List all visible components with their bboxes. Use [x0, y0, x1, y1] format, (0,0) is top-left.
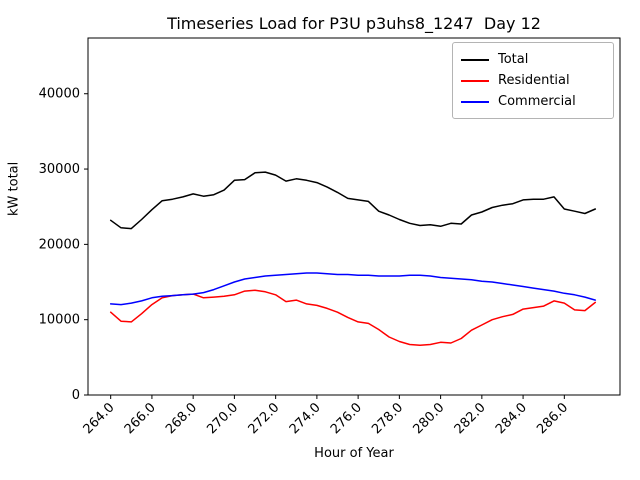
axes-box — [87, 37, 621, 396]
series-line-residential — [109, 289, 597, 347]
legend-entry-residential: Residential — [461, 70, 605, 91]
y-tick-label: 10000 — [39, 313, 80, 328]
y-tick-label: 40000 — [39, 87, 80, 102]
legend-line-commercial — [461, 100, 489, 103]
legend: Total Residential Commercial — [452, 42, 614, 119]
x-tick-label: 264.0 — [81, 400, 118, 437]
x-tick-label: 276.0 — [328, 400, 365, 437]
x-axis-label: Hour of Year — [314, 446, 394, 461]
chart-title: Timeseries Load for P3U p3uhs8_1247 Day … — [167, 14, 541, 33]
x-tick-label: 284.0 — [493, 400, 530, 437]
x-tick-label: 270.0 — [204, 400, 241, 437]
legend-line-residential — [461, 79, 489, 82]
y-tick-label: 0 — [72, 388, 80, 403]
x-tick-label: 274.0 — [287, 400, 324, 437]
legend-line-total — [461, 58, 489, 61]
series-line-commercial — [109, 272, 597, 306]
legend-entry-commercial: Commercial — [461, 91, 605, 112]
legend-label-commercial: Commercial — [498, 94, 576, 109]
series-line-total — [109, 171, 597, 230]
x-tick-label: 278.0 — [369, 400, 406, 437]
x-tick-label: 268.0 — [163, 400, 200, 437]
x-tick-label: 286.0 — [534, 400, 571, 437]
x-tick-label: 266.0 — [122, 400, 159, 437]
legend-label-total: Total — [498, 52, 529, 67]
x-tick-label: 272.0 — [246, 400, 283, 437]
y-tick-label: 20000 — [39, 237, 80, 252]
x-tick-label: 282.0 — [452, 400, 489, 437]
x-tick-label: 280.0 — [411, 400, 448, 437]
legend-entry-total: Total — [461, 49, 605, 70]
legend-label-residential: Residential — [498, 73, 570, 88]
y-tick-label: 30000 — [39, 162, 80, 177]
